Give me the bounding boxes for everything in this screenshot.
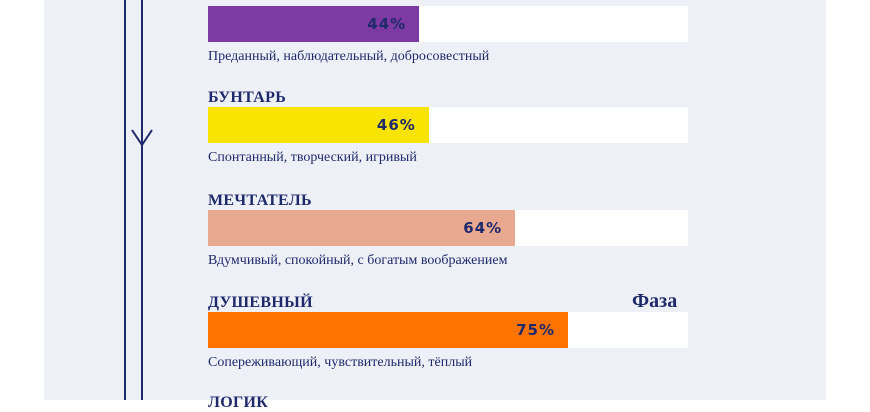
trait-bar-fill: 75% [208, 312, 568, 348]
phase-label: Фаза [632, 290, 678, 312]
trait-description: Сопереживающий, чувствительный, тёплый [208, 355, 473, 370]
trait-percent: 75% [516, 321, 555, 339]
trait-name: МЕЧТАТЕЛЬ [208, 192, 312, 209]
trait-percent: 44% [367, 15, 407, 33]
trait-percent: 46% [376, 116, 416, 134]
trait-description: Спонтанный, творческий, игривый [208, 150, 417, 165]
trait-percent: 64% [463, 219, 503, 237]
trait-bar-track: 44% [208, 6, 688, 42]
trait-description: Вдумчивый, спокойный, с богатым воображе… [208, 253, 508, 268]
trait-name: ЛОГИК [208, 394, 269, 411]
chevron-down-icon [131, 129, 153, 147]
trait-bar-fill: 44% [208, 6, 420, 42]
trait-name: БУНТАРЬ [208, 89, 287, 106]
trait-name: ДУШЕВНЫЙ [208, 294, 313, 311]
timeline-line-right [141, 0, 143, 400]
trait-bar-track: 46% [208, 107, 688, 143]
timeline-line-left [124, 0, 126, 400]
trait-bar-track: 64% [208, 210, 688, 246]
trait-bar-fill: 64% [208, 210, 516, 246]
trait-description: Преданный, наблюдательный, добросовестны… [208, 49, 490, 64]
trait-bar-fill: 46% [208, 107, 429, 143]
trait-bar-track: 75% [208, 312, 688, 348]
